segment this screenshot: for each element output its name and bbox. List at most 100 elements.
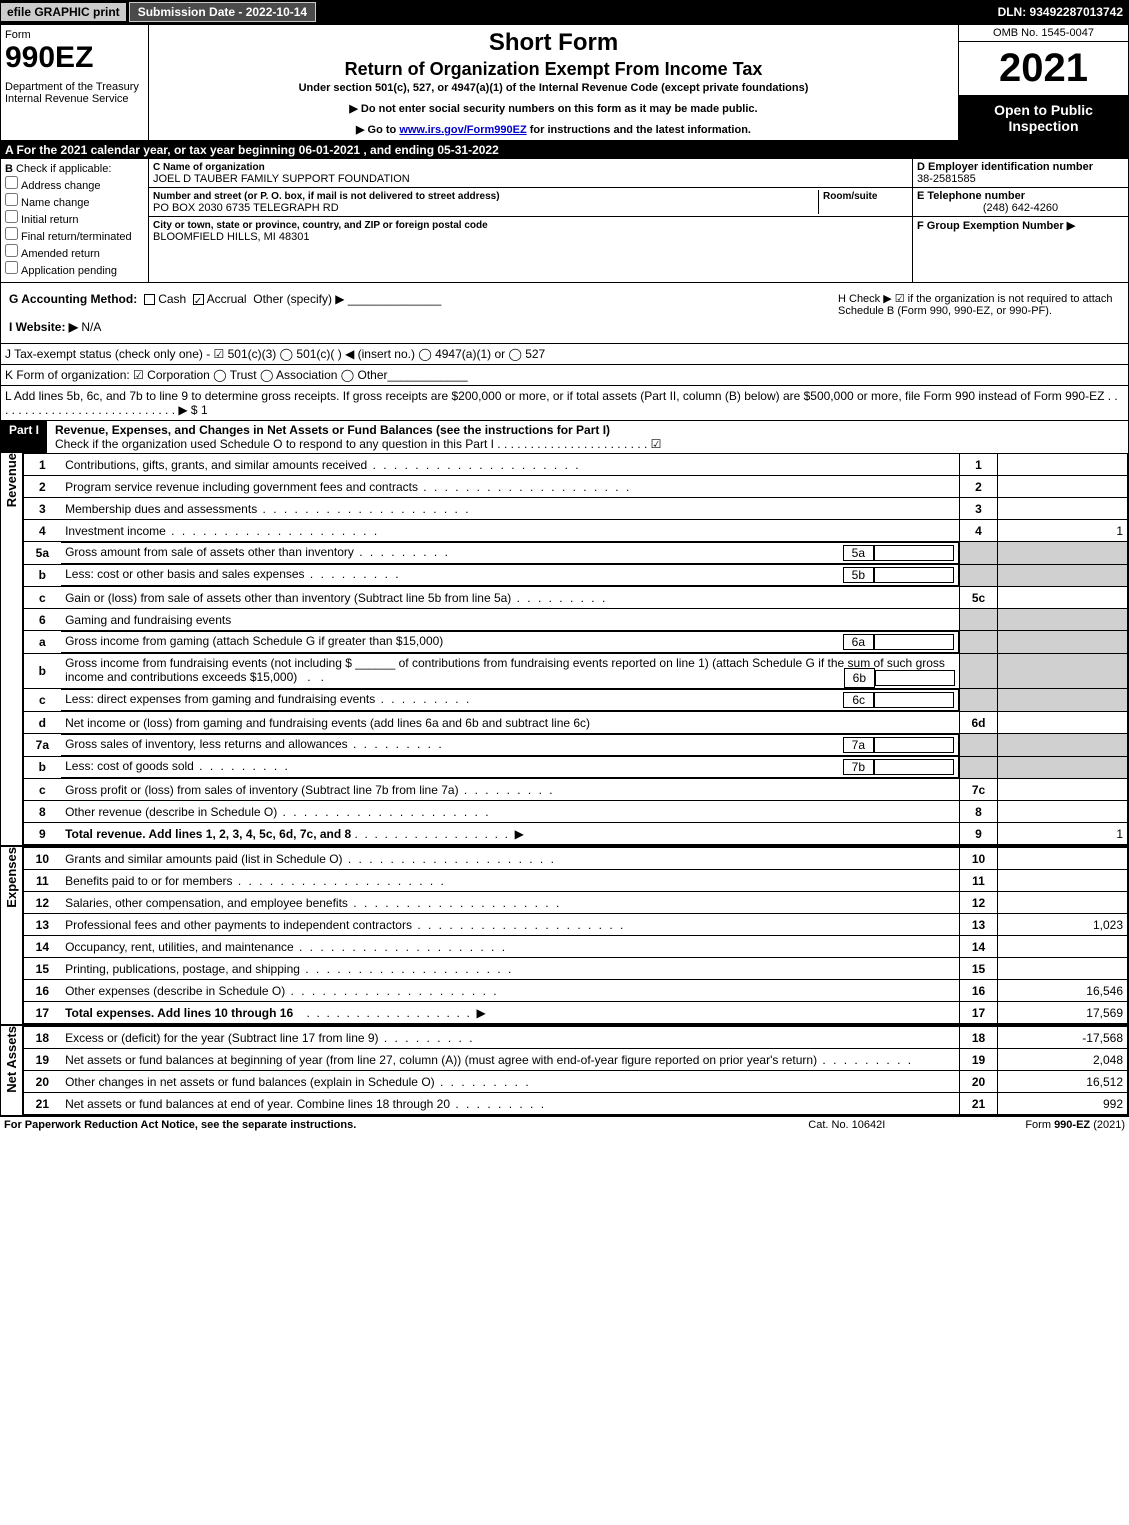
tel-value: (248) 642-4260 — [917, 202, 1124, 214]
cb-address-change[interactable]: Address change — [5, 176, 144, 192]
cb-accrual[interactable] — [193, 294, 204, 305]
line-6a: Gross income from gaming (attach Schedul… — [65, 634, 843, 650]
website-value: N/A — [81, 320, 101, 334]
line-6c: Less: direct expenses from gaming and fu… — [65, 692, 843, 708]
g-label: G Accounting Method: — [9, 292, 137, 306]
line-14: Occupancy, rent, utilities, and maintena… — [61, 936, 959, 958]
row-J: J Tax-exempt status (check only one) - ☑… — [1, 343, 1128, 364]
line-18: Excess or (deficit) for the year (Subtra… — [61, 1027, 959, 1049]
line-1: Contributions, gifts, grants, and simila… — [61, 454, 959, 476]
form-identifier: Form 990EZ Department of the Treasury In… — [1, 25, 149, 140]
cb-cash[interactable] — [144, 294, 155, 305]
line-11: Benefits paid to or for members — [61, 870, 959, 892]
amt-9: 1 — [998, 823, 1128, 845]
row-K: K Form of organization: ☑ Corporation ◯ … — [1, 364, 1128, 385]
amt-4: 1 — [998, 520, 1128, 542]
footer-left: For Paperwork Reduction Act Notice, see … — [4, 1119, 808, 1131]
amt-20: 16,512 — [998, 1071, 1128, 1093]
efile-print-button[interactable]: efile GRAPHIC print — [0, 2, 127, 22]
omb-number: OMB No. 1545-0047 — [959, 25, 1128, 42]
f-group-label: F Group Exemption Number ▶ — [917, 220, 1075, 232]
instr-ssn: ▶ Do not enter social security numbers o… — [157, 102, 950, 115]
amt-18: -17,568 — [998, 1027, 1128, 1049]
form-990ez: Form 990EZ Department of the Treasury In… — [0, 24, 1129, 1116]
line-13: Professional fees and other payments to … — [61, 914, 959, 936]
h-text: H Check ▶ ☑ if the organization is not r… — [834, 286, 1124, 340]
revenue-table: 1 Contributions, gifts, grants, and simil… — [23, 453, 1128, 845]
line-10: Grants and similar amounts paid (list in… — [61, 848, 959, 870]
cb-application-pending[interactable]: Application pending — [5, 261, 144, 277]
amt-16: 16,546 — [998, 980, 1128, 1002]
amt-17: 17,569 — [998, 1002, 1128, 1024]
line-8: Other revenue (describe in Schedule O) — [61, 801, 959, 823]
org-name: JOEL D TAUBER FAMILY SUPPORT FOUNDATION — [153, 173, 410, 185]
netassets-table: 18Excess or (deficit) for the year (Subt… — [23, 1026, 1128, 1115]
line-21: Net assets or fund balances at end of ye… — [61, 1093, 959, 1115]
c-city-label: City or town, state or province, country… — [153, 220, 488, 231]
i-label: I Website: ▶ — [9, 320, 78, 334]
line-6d: Net income or (loss) from gaming and fun… — [61, 712, 959, 734]
irs-link[interactable]: www.irs.gov/Form990EZ — [399, 124, 526, 136]
dln: DLN: 93492287013742 — [998, 5, 1129, 19]
revenue-sidebar: Revenue — [1, 453, 23, 845]
amt-19: 2,048 — [998, 1049, 1128, 1071]
form-word: Form — [5, 29, 144, 41]
cb-name-change[interactable]: Name change — [5, 193, 144, 209]
line-6b-1: Gross income from fundraising events (no… — [65, 656, 352, 670]
section-B: B Check if applicable: Address change Na… — [1, 159, 149, 282]
line-5a: Gross amount from sale of assets other t… — [65, 545, 843, 561]
section-DEF: D Employer identification number 38-2581… — [913, 159, 1128, 282]
expenses-sidebar: Expenses — [1, 847, 23, 1024]
part1-title: Revenue, Expenses, and Changes in Net As… — [55, 423, 610, 437]
submission-date: Submission Date - 2022-10-14 — [129, 2, 316, 22]
expenses-table: 10Grants and similar amounts paid (list … — [23, 847, 1128, 1024]
footer-right: Form 990-EZ (2021) — [1025, 1119, 1125, 1131]
tax-year: 2021 — [959, 42, 1128, 96]
irs-label: Internal Revenue Service — [5, 93, 144, 105]
instr-link: ▶ Go to www.irs.gov/Form990EZ for instru… — [157, 123, 950, 136]
line-12: Salaries, other compensation, and employ… — [61, 892, 959, 914]
open-to-public: Open to Public Inspection — [959, 96, 1128, 140]
line-2: Program service revenue including govern… — [61, 476, 959, 498]
ein-value: 38-2581585 — [917, 173, 976, 185]
line-7a: Gross sales of inventory, less returns a… — [65, 737, 843, 753]
cb-initial-return[interactable]: Initial return — [5, 210, 144, 226]
org-city: BLOOMFIELD HILLS, MI 48301 — [153, 231, 310, 243]
d-ein-label: D Employer identification number — [917, 161, 1093, 173]
cash-label: Cash — [158, 292, 186, 306]
line-20: Other changes in net assets or fund bala… — [61, 1071, 959, 1093]
header-bar: efile GRAPHIC print Submission Date - 20… — [0, 0, 1129, 24]
form-title-area: Short Form Return of Organization Exempt… — [149, 25, 958, 140]
room-suite-label: Room/suite — [823, 191, 877, 202]
cb-amended-return[interactable]: Amended return — [5, 244, 144, 260]
title-return: Return of Organization Exempt From Incom… — [157, 59, 950, 80]
amt-21: 992 — [998, 1093, 1128, 1115]
section-C: C Name of organization JOEL D TAUBER FAM… — [149, 159, 913, 282]
line-6: Gaming and fundraising events — [61, 609, 959, 631]
line-9: Total revenue. Add lines 1, 2, 3, 4, 5c,… — [65, 827, 351, 841]
line-4: Investment income — [61, 520, 959, 542]
e-tel-label: E Telephone number — [917, 190, 1025, 202]
line-19: Net assets or fund balances at beginning… — [61, 1049, 959, 1071]
cb-final-return[interactable]: Final return/terminated — [5, 227, 144, 243]
part1-header: Part I Revenue, Expenses, and Changes in… — [1, 421, 1128, 453]
row-A-tax-year: A For the 2021 calendar year, or tax yea… — [1, 141, 1128, 159]
part1-check: Check if the organization used Schedule … — [55, 437, 661, 451]
b-header: Check if applicable: — [16, 163, 111, 175]
c-street-label: Number and street (or P. O. box, if mail… — [153, 191, 500, 202]
org-street: PO BOX 2030 6735 TELEGRAPH RD — [153, 202, 339, 214]
page-footer: For Paperwork Reduction Act Notice, see … — [0, 1116, 1129, 1133]
line-5b: Less: cost or other basis and sales expe… — [65, 567, 843, 583]
row-L: L Add lines 5b, 6c, and 7b to line 9 to … — [1, 385, 1128, 420]
line-7c: Gross profit or (loss) from sales of inv… — [61, 779, 959, 801]
title-short-form: Short Form — [157, 29, 950, 57]
c-name-label: C Name of organization — [153, 162, 265, 173]
line-5c: Gain or (loss) from sale of assets other… — [61, 587, 959, 609]
subtitle: Under section 501(c), 527, or 4947(a)(1)… — [157, 82, 950, 94]
line-7b: Less: cost of goods sold — [65, 759, 843, 775]
amt-13: 1,023 — [998, 914, 1128, 936]
other-specify: Other (specify) ▶ — [253, 292, 344, 306]
line-3: Membership dues and assessments — [61, 498, 959, 520]
line-17: Total expenses. Add lines 10 through 16 — [65, 1006, 293, 1020]
footer-mid: Cat. No. 10642I — [808, 1119, 885, 1131]
